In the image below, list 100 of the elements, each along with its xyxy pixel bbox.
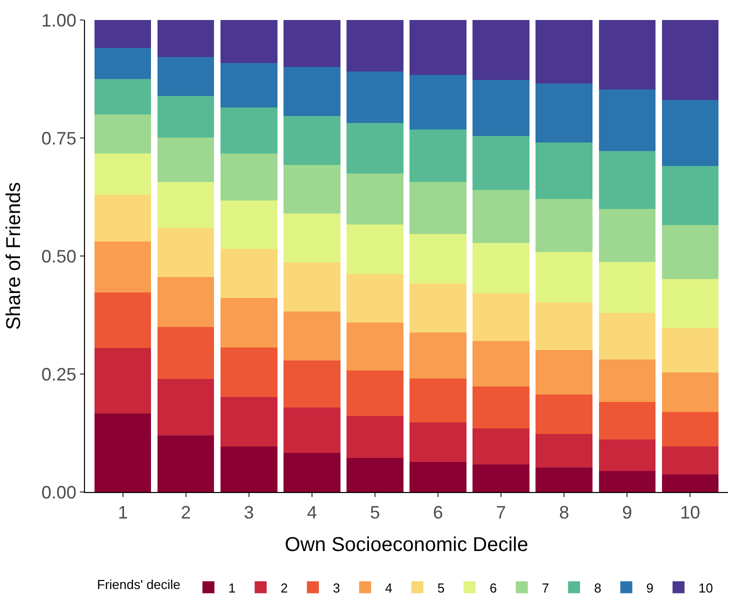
bar — [284, 20, 340, 68]
legend-label: 8 — [594, 580, 602, 596]
bar — [410, 182, 466, 234]
bar — [158, 379, 214, 436]
legend-label: 10 — [698, 580, 713, 596]
bar — [346, 370, 404, 416]
bar — [158, 435, 214, 492]
bar — [472, 190, 530, 243]
bar — [598, 359, 656, 402]
bar — [220, 397, 278, 447]
x-tick-label: 7 — [496, 502, 506, 523]
bar — [220, 62, 278, 108]
bar — [536, 198, 592, 252]
bar — [220, 298, 278, 348]
bar — [220, 20, 278, 63]
bar — [158, 96, 214, 138]
bar — [346, 122, 404, 174]
bar — [346, 416, 404, 458]
x-tick-label: 1 — [118, 502, 128, 523]
bar — [94, 414, 152, 492]
bar — [346, 71, 404, 123]
legend-label: 2 — [280, 580, 288, 596]
bar — [598, 89, 656, 152]
bar — [410, 130, 466, 182]
bar — [410, 20, 466, 76]
bar — [472, 242, 530, 294]
bar — [662, 100, 719, 166]
y-tick-label: 0.75 — [41, 128, 76, 148]
bar — [158, 56, 214, 96]
bar — [472, 428, 530, 465]
bar — [410, 75, 466, 130]
bar — [410, 462, 466, 492]
bar — [284, 360, 340, 408]
y-axis-title: Share of Friends — [2, 182, 25, 330]
bar — [346, 20, 404, 72]
bar — [536, 142, 592, 199]
bar — [94, 241, 152, 292]
bar — [662, 372, 719, 412]
bar — [220, 446, 278, 492]
bar — [284, 214, 340, 263]
bar — [598, 470, 656, 492]
bar — [472, 386, 530, 428]
x-tick-label: 6 — [433, 502, 444, 523]
legend-label: 6 — [490, 580, 497, 596]
bar — [536, 350, 592, 394]
x-tick-label: 4 — [306, 502, 317, 523]
bar — [284, 164, 340, 214]
bar — [158, 138, 214, 182]
bar — [536, 20, 592, 84]
bar — [662, 279, 719, 328]
bar — [158, 326, 214, 380]
x-tick-label: 10 — [680, 502, 700, 523]
legend-title: Friends' decile — [97, 577, 180, 592]
bar — [94, 48, 152, 79]
legend-label: 5 — [437, 580, 445, 596]
bar — [220, 107, 278, 154]
bar — [662, 20, 719, 100]
bar — [284, 116, 340, 165]
bar — [662, 474, 719, 492]
bar — [598, 262, 656, 314]
bar — [284, 312, 340, 360]
bar — [284, 67, 340, 116]
bar — [662, 224, 719, 280]
y-tick-label: 0.25 — [41, 364, 76, 384]
bar — [158, 182, 214, 228]
bar — [410, 422, 466, 462]
bar — [472, 80, 530, 136]
bar — [346, 322, 404, 371]
bar — [472, 136, 530, 190]
bar — [284, 452, 340, 492]
legend-label: 9 — [646, 580, 654, 596]
bar — [410, 332, 466, 379]
bar — [598, 208, 656, 262]
x-tick-label: 8 — [559, 502, 570, 523]
bar — [220, 154, 278, 200]
bar — [598, 313, 656, 360]
bar — [662, 412, 719, 447]
bar — [94, 79, 152, 114]
bar — [536, 434, 592, 468]
legend-label: 3 — [332, 580, 340, 596]
bar — [284, 262, 340, 312]
bar — [94, 348, 152, 414]
bar — [220, 248, 278, 298]
bar — [536, 252, 592, 302]
x-tick-label: 2 — [180, 502, 191, 523]
bar — [158, 20, 214, 57]
legend-label: 4 — [385, 580, 392, 596]
bar — [220, 200, 278, 249]
x-tick-label: 3 — [244, 502, 254, 523]
bar — [598, 20, 656, 90]
y-tick-label: 1.00 — [41, 10, 76, 30]
bar — [346, 224, 404, 274]
bar — [94, 114, 152, 154]
x-tick-label: 5 — [370, 502, 380, 523]
bar — [346, 173, 404, 224]
bar — [662, 166, 719, 225]
y-tick-label: 0.00 — [41, 482, 76, 502]
x-tick-label: 9 — [622, 502, 632, 523]
legend-label: 7 — [542, 580, 550, 596]
y-tick-label: 0.50 — [41, 246, 76, 266]
